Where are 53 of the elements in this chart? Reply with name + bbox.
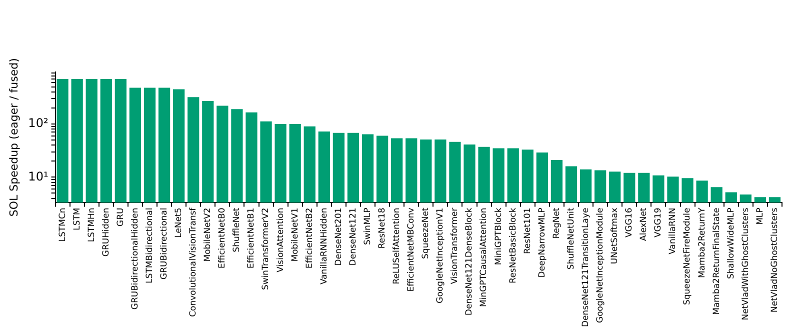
x-tick-label: GRUBidirectionalHidden bbox=[130, 208, 140, 310]
x-tick-label: NetVladWithGhostClusters bbox=[740, 207, 751, 320]
x-tick-label: VanillaRNNHidden bbox=[319, 208, 330, 285]
x-tick-label: ResNet101 bbox=[522, 208, 533, 254]
x-tick-label: GoogleNetInceptionV1 bbox=[436, 208, 446, 304]
x-tick-label: NetVladNoGhostClusters bbox=[770, 207, 780, 313]
x-tick-label: VisionAttention bbox=[276, 208, 286, 272]
x-tick-label: LSTMBidirectional bbox=[144, 208, 155, 284]
x-tick-label: DenseNet121TransitionLaye bbox=[580, 208, 591, 328]
x-tick-label: SqueezeNetFireModule bbox=[682, 208, 693, 306]
x-tick-label: MLP bbox=[755, 208, 766, 225]
x-tick-label: RegNet bbox=[552, 207, 562, 239]
x-tick-label: GRU bbox=[116, 208, 126, 226]
x-tick-label: LSTMCn bbox=[58, 208, 68, 242]
x-tick-label: DenseNet201 bbox=[334, 208, 344, 266]
x-tick-label: VGG16 bbox=[624, 208, 635, 238]
x-tick-label: Mamba2ReturnY bbox=[697, 206, 708, 278]
x-tick-label: EfficientNetB1 bbox=[246, 208, 257, 268]
x-tick-label: ShallowWideMLP bbox=[726, 208, 736, 280]
x-tick-label: EfficientNetB0 bbox=[218, 208, 228, 268]
x-tick-label: MobileNetV1 bbox=[290, 208, 300, 262]
x-tick-label: GRUBidirectional bbox=[159, 208, 170, 280]
x-tick-label: SwinMLP bbox=[362, 208, 373, 246]
x-tick-label: GRUHidden bbox=[101, 208, 112, 257]
x-tick-label: EfficientNetB2 bbox=[304, 208, 315, 268]
x-tick-label: Mamba2ReturnFinalState bbox=[712, 208, 722, 315]
x-tick-label: EfficientNetMBConv bbox=[406, 208, 417, 292]
x-tick-label: LSTM bbox=[72, 208, 82, 230]
x-tick-label: LeNet5 bbox=[174, 208, 184, 238]
x-tick-label: MobileNetV2 bbox=[203, 208, 214, 262]
x-tick-label: GoogleNetInceptionModule bbox=[596, 208, 606, 324]
x-tick-label: MiniGPTBlock bbox=[494, 208, 504, 266]
x-tick-label: ConvolutionalVisionTransf bbox=[188, 206, 199, 317]
x-tick-label: VisionTransformer bbox=[450, 207, 460, 284]
x-tick-label: DenseNet121 bbox=[348, 208, 358, 266]
x-tick-label: DeepNarrowMLP bbox=[537, 208, 548, 278]
x-tick-label: MinGPTCausalAttention bbox=[479, 208, 490, 307]
x-tick-label: ResNetBasicBlock bbox=[508, 208, 518, 284]
x-tick-label: SqueezeNet bbox=[421, 207, 432, 259]
y-axis-title: SOL Speedup (eager / fused) bbox=[7, 58, 20, 217]
x-tick-label: VGG19 bbox=[654, 208, 664, 238]
x-tick-label: ReLUSelfAttention bbox=[392, 208, 402, 284]
y-tick-label: 10² bbox=[28, 116, 48, 130]
x-tick-label: UNetSoftmax bbox=[610, 208, 620, 264]
x-tick-label: ShuffleNetUnit bbox=[566, 207, 576, 270]
x-tick-label: VanillaRNN bbox=[668, 208, 678, 254]
x-tick-label: ShuffleNet bbox=[232, 207, 242, 252]
x-tick-label: SwinTransformerV2 bbox=[261, 208, 272, 290]
x-tick-label: LSTMHn bbox=[86, 208, 97, 242]
x-tick-label: ResNet18 bbox=[378, 208, 388, 249]
y-tick-label: 10¹ bbox=[28, 169, 48, 184]
x-tick-label: AlexNet bbox=[639, 207, 650, 241]
x-tick-label: DenseNet121DenseBlock bbox=[464, 208, 475, 316]
